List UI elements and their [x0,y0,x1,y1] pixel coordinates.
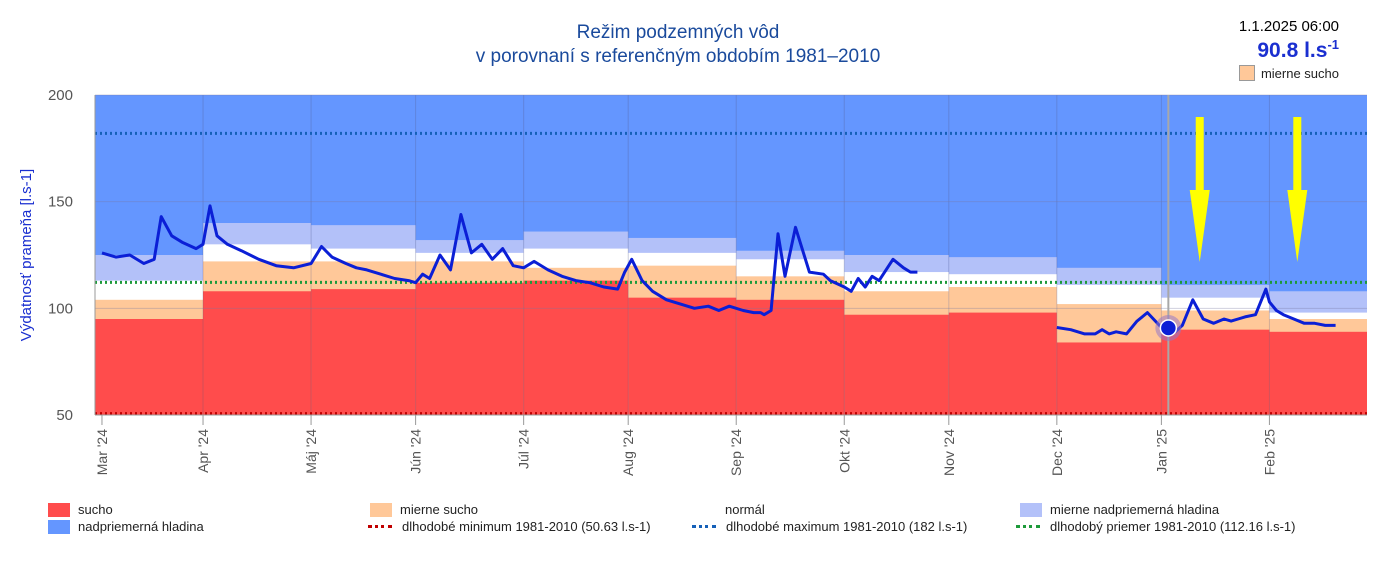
legend-swatch-normal [695,502,717,517]
band-sucho-9 [1056,342,1162,415]
legend-swatch-mierne-nadpriemerna [1020,502,1042,517]
band-sucho-2 [311,289,416,415]
legend-item-sucho[interactable]: sucho [48,502,113,517]
legend-item-mierne-nadpriemerna[interactable]: mierne nadpriemerná hladina [1020,502,1219,517]
band-sucho-6 [736,299,845,415]
chart-title-line2: v porovnaní s referenčným obdobím 1981–2… [476,46,881,67]
xtick-label-10: Jan '25 [1153,429,1169,474]
ytick-label-2: 100 [48,300,73,317]
legend-label-mierne-nadpriemerna: mierne nadpriemerná hladina [1050,502,1220,517]
reading-value-sup: -1 [1327,37,1339,52]
xtick-label-9: Dec '24 [1049,429,1065,476]
current-reading: 1.1.2025 06:00 90.8 l.s-1 mierne sucho [1239,18,1339,81]
legend-item-nadpriemerna[interactable]: nadpriemerná hladina [48,519,204,534]
ytick-label-0: 200 [48,87,73,104]
legend-label-sucho: sucho [78,502,113,517]
arrow-shaft-0 [1195,117,1204,192]
legend-label-maximum: dlhodobé maximum 1981-2010 (182 l.s-1) [726,519,968,534]
legend-swatch-maximum [692,525,716,528]
band-sucho-1 [203,291,312,415]
xtick-label-4: Júl '24 [516,429,532,469]
legend-item-normal[interactable]: normál [695,502,765,517]
legend-swatch-nadpriemerna [48,519,70,534]
band-sucho-10 [1161,329,1270,415]
xtick-label-8: Nov '24 [941,429,957,476]
arrow-head-0 [1189,190,1210,262]
ytick-label-1: 150 [48,194,73,211]
legend-swatch-sucho [48,502,70,517]
current-marker [1159,319,1178,337]
xtick-label-5: Aug '24 [620,429,636,476]
reading-value: 90.8 l.s-1 [1239,37,1339,63]
band-sucho-11 [1269,331,1367,415]
reading-status-label: mierne sucho [1260,65,1339,81]
xtick-label-0: Mar '24 [94,429,110,475]
chart-title-line1: Režim podzemných vôd [577,22,780,43]
xtick-label-2: Máj '24 [303,429,319,474]
band-sucho-8 [948,312,1057,415]
band-sucho-0 [95,319,204,415]
legend-item-maximum[interactable]: dlhodobé maximum 1981-2010 (182 l.s-1) [692,519,967,534]
legend-item-priemer[interactable]: dlhodobý priemer 1981-2010 (112.16 l.s-1… [1016,519,1295,534]
legend-label-minimum: dlhodobé minimum 1981-2010 (50.63 l.s-1) [402,519,651,534]
xtick-label-6: Sep '24 [728,429,744,476]
xtick-label-7: Okt '24 [836,429,852,473]
band-sucho-3 [415,282,524,415]
reading-timestamp: 1.1.2025 06:00 [1238,18,1339,35]
legend-label-nadpriemerna: nadpriemerná hladina [78,519,204,534]
y-axis-label: Výdatnosť prameňa [l.s-1] [18,169,35,341]
band-sucho-4 [523,280,629,415]
legend-label-normal: normál [725,502,765,517]
legend-item-minimum[interactable]: dlhodobé minimum 1981-2010 (50.63 l.s-1) [368,519,651,534]
reading-status: mierne sucho [1238,65,1339,81]
legend-item-mierne-sucho[interactable]: mierne sucho [370,502,478,517]
reading-status-swatch [1238,65,1255,81]
legend-swatch-minimum [368,525,392,528]
legend-label-priemer: dlhodobý priemer 1981-2010 (112.16 l.s-1… [1050,519,1296,534]
legend: sucho mierne sucho normál mierne nadprie… [0,494,1383,558]
xtick-label-1: Apr '24 [195,429,211,473]
arrow-head-1 [1287,190,1308,262]
reading-value-number: 90.8 l.s [1257,39,1328,62]
legend-label-mierne-sucho: mierne sucho [400,502,479,517]
band-sucho-5 [628,297,737,415]
xtick-label-11: Feb '25 [1261,429,1277,475]
xtick-label-3: Jún '24 [408,429,424,474]
ytick-label-3: 50 [56,407,73,424]
band-sucho-7 [844,314,949,415]
series-line [101,204,1336,336]
legend-swatch-priemer [1016,525,1040,528]
arrow-shaft-1 [1293,117,1302,192]
legend-swatch-mierne-sucho [370,502,392,517]
